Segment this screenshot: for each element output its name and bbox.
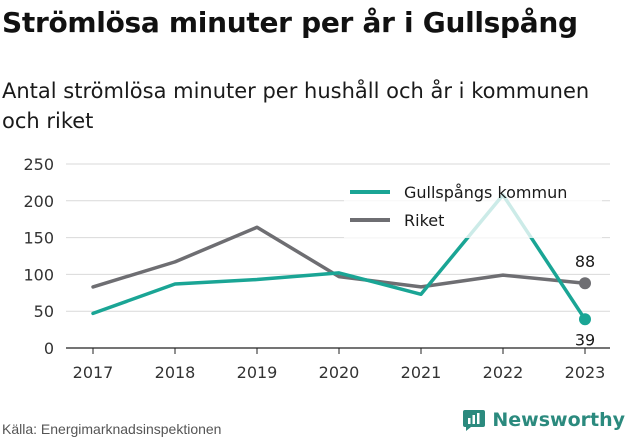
x-tick-label: 2022 bbox=[483, 363, 524, 382]
brand-name: Newsworthy bbox=[492, 409, 625, 431]
legend: Gullspångs kommun Riket bbox=[344, 176, 602, 238]
x-tick-label: 2020 bbox=[319, 363, 360, 382]
x-tick-label: 2018 bbox=[155, 363, 196, 382]
y-tick-label: 200 bbox=[23, 192, 54, 211]
x-tick-label: 2019 bbox=[237, 363, 278, 382]
x-axis: 2017 2018 2019 2020 2021 2022 2023 bbox=[73, 348, 606, 382]
legend-label-0: Gullspångs kommun bbox=[404, 183, 567, 202]
end-label-riket: 88 bbox=[575, 252, 595, 271]
y-tick-label: 250 bbox=[23, 155, 54, 174]
series-line-1 bbox=[91, 225, 587, 289]
chart-title: Strömlösa minuter per år i Gullspång bbox=[2, 6, 578, 39]
series-endpoint-1 bbox=[579, 277, 591, 290]
y-tick-label: 150 bbox=[23, 229, 54, 248]
y-axis: 0 50 100 150 200 250 bbox=[23, 155, 54, 358]
legend-background bbox=[344, 176, 602, 238]
x-tick-label: 2017 bbox=[73, 363, 114, 382]
source-note: Källa: Energimarknadsinspektionen bbox=[2, 421, 222, 437]
x-tick-label: 2021 bbox=[401, 363, 442, 382]
end-label-gullspang: 39 bbox=[575, 330, 595, 349]
y-tick-label: 100 bbox=[23, 265, 54, 284]
brand-logo: Newsworthy bbox=[462, 408, 625, 432]
y-tick-label: 50 bbox=[34, 302, 54, 321]
end-labels: 88 39 bbox=[575, 252, 595, 349]
y-tick-label: 0 bbox=[44, 339, 54, 358]
chart-subtitle: Antal strömlösa minuter per hushåll och … bbox=[2, 79, 590, 133]
x-tick-label: 2023 bbox=[565, 363, 606, 382]
legend-label-1: Riket bbox=[404, 211, 444, 230]
series-endpoint-0 bbox=[579, 313, 591, 326]
newsworthy-logo-icon bbox=[463, 410, 486, 431]
